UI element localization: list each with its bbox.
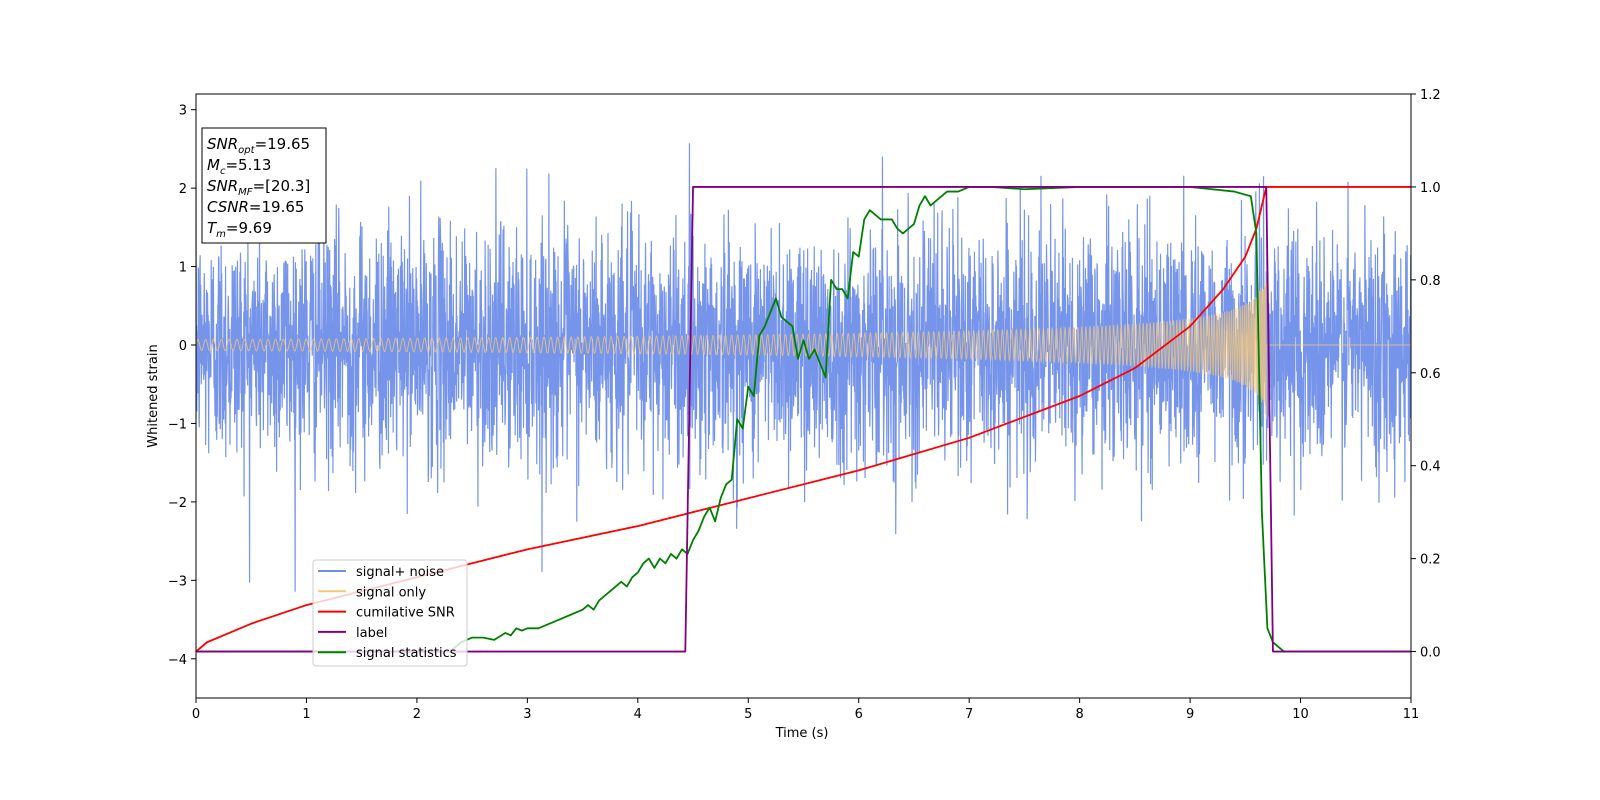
annotation-line: SNRMF=[20.3] bbox=[207, 177, 310, 198]
legend: signal+ noise signal only cumilative SNR la… bbox=[312, 559, 468, 667]
y-tick-label-left: −4 bbox=[168, 653, 187, 668]
series-signal-statistics bbox=[196, 186, 1411, 653]
y-tick-label-right: 0.8 bbox=[1420, 274, 1441, 289]
x-tick-label: 0 bbox=[192, 707, 200, 722]
x-axis: 0 1 2 3 4 5 6 7 8 9 10 11 bbox=[192, 698, 1419, 722]
y-tick-label-left: 1 bbox=[179, 261, 187, 276]
annotation-box: SNRopt=19.65Mc=5.13SNRMF=[20.3]CSNR=19.6… bbox=[201, 127, 327, 244]
y-tick-label-right: 1.0 bbox=[1420, 181, 1441, 196]
annotation-line: Tm=9.69 bbox=[207, 219, 272, 240]
x-tick-label: 9 bbox=[1186, 707, 1194, 722]
plot-frame bbox=[195, 93, 1412, 699]
x-tick-label: 11 bbox=[1403, 707, 1420, 722]
y-tick-label-left: 2 bbox=[179, 182, 187, 197]
legend-label: label bbox=[356, 626, 387, 641]
x-tick-label: 6 bbox=[855, 707, 863, 722]
x-tick-label: 5 bbox=[744, 707, 752, 722]
x-tick-label: 7 bbox=[965, 707, 973, 722]
y-axis-left: 3 2 1 0 −1 −2 −3 −4 bbox=[168, 104, 196, 668]
legend-label: cumilative SNR bbox=[356, 606, 455, 621]
y-axis-label: Whitened strain bbox=[146, 344, 161, 447]
line-series bbox=[196, 186, 1411, 653]
x-tick-label: 1 bbox=[302, 707, 310, 722]
series-signal-only bbox=[196, 280, 1411, 419]
x-tick-label: 3 bbox=[523, 707, 531, 722]
y-axis-right: 0.0 0.2 0.4 0.6 0.8 1.0 1.2 bbox=[1411, 88, 1441, 661]
y-tick-label-right: 1.2 bbox=[1420, 88, 1441, 103]
x-tick-label: 8 bbox=[1075, 707, 1083, 722]
y-tick-label-left: −2 bbox=[168, 496, 187, 511]
y-tick-label-left: 3 bbox=[179, 104, 187, 119]
annotation-line: CSNR=19.65 bbox=[207, 198, 304, 216]
y-tick-label-right: 0.4 bbox=[1420, 460, 1441, 475]
x-tick-label: 10 bbox=[1292, 707, 1309, 722]
legend-frame bbox=[312, 559, 468, 667]
x-tick-label: 4 bbox=[634, 707, 642, 722]
x-tick-label: 2 bbox=[413, 707, 421, 722]
legend-label: signal+ noise bbox=[356, 565, 444, 580]
annotation-line: Mc=5.13 bbox=[207, 156, 271, 177]
legend-label: signal only bbox=[356, 585, 426, 600]
annotation-frame bbox=[201, 127, 327, 244]
signal-series bbox=[196, 280, 1411, 419]
y-tick-label-left: −3 bbox=[168, 574, 187, 589]
y-tick-label-left: −1 bbox=[168, 417, 187, 432]
y-tick-label-right: 0.2 bbox=[1420, 553, 1441, 568]
y-tick-label-right: 0.6 bbox=[1420, 367, 1441, 382]
series-label bbox=[196, 186, 1411, 653]
legend-label: signal statistics bbox=[356, 646, 457, 661]
y-tick-label-right: 0.0 bbox=[1420, 646, 1441, 661]
x-axis-label: Time (s) bbox=[775, 726, 829, 741]
annotation-line: SNRopt=19.65 bbox=[207, 135, 310, 156]
y-tick-label-left: 0 bbox=[179, 339, 187, 354]
series-cumilative-snr bbox=[196, 186, 1411, 653]
